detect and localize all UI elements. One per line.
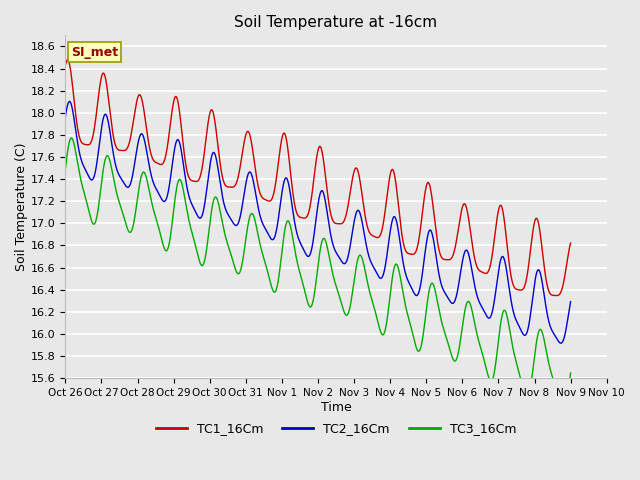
TC3_16Cm <box>149 205 157 211</box>
TC1_16Cm <box>553 293 561 299</box>
TC1_16Cm <box>277 139 285 145</box>
TC3_16Cm <box>255 238 263 243</box>
TC1_16Cm <box>64 57 72 63</box>
Text: SI_met: SI_met <box>71 46 118 59</box>
Title: Soil Temperature at -16cm: Soil Temperature at -16cm <box>234 15 438 30</box>
TC2_16Cm <box>61 114 69 120</box>
TC2_16Cm <box>567 299 575 304</box>
X-axis label: Time: Time <box>321 401 351 414</box>
TC1_16Cm <box>149 157 157 163</box>
TC1_16Cm <box>255 188 263 193</box>
TC1_16Cm <box>119 148 127 154</box>
TC3_16Cm <box>567 370 575 376</box>
TC3_16Cm <box>119 212 127 217</box>
TC3_16Cm <box>557 401 564 407</box>
TC1_16Cm <box>502 236 510 241</box>
TC2_16Cm <box>557 340 564 346</box>
TC3_16Cm <box>277 255 285 261</box>
TC2_16Cm <box>149 179 157 185</box>
TC1_16Cm <box>61 62 69 68</box>
TC2_16Cm <box>65 98 73 104</box>
TC1_16Cm <box>567 240 575 246</box>
TC2_16Cm <box>119 179 127 185</box>
TC2_16Cm <box>255 210 263 216</box>
Y-axis label: Soil Temperature (C): Soil Temperature (C) <box>15 143 28 271</box>
Legend: TC1_16Cm, TC2_16Cm, TC3_16Cm: TC1_16Cm, TC2_16Cm, TC3_16Cm <box>150 418 522 441</box>
TC1_16Cm <box>557 289 565 295</box>
Line: TC1_16Cm: TC1_16Cm <box>65 60 571 296</box>
TC3_16Cm <box>61 166 69 172</box>
TC2_16Cm <box>277 195 285 201</box>
Line: TC3_16Cm: TC3_16Cm <box>65 138 571 407</box>
TC3_16Cm <box>559 404 567 410</box>
TC3_16Cm <box>68 135 76 141</box>
Line: TC2_16Cm: TC2_16Cm <box>65 101 571 343</box>
TC2_16Cm <box>502 267 510 273</box>
TC2_16Cm <box>557 340 565 346</box>
TC3_16Cm <box>502 311 510 317</box>
